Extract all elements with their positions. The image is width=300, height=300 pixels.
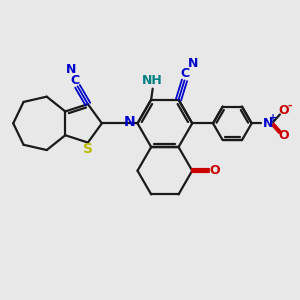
Text: N: N [263,117,273,130]
Text: N: N [188,57,198,70]
Text: S: S [83,142,94,156]
Text: O: O [278,129,289,142]
Text: NH: NH [142,74,163,87]
Text: O: O [210,164,220,177]
Text: +: + [269,113,277,123]
Text: O: O [278,104,289,117]
Text: N: N [123,115,135,129]
Text: -: - [287,101,292,111]
Text: C: C [181,67,190,80]
Text: N: N [66,63,77,76]
Text: C: C [71,74,80,87]
